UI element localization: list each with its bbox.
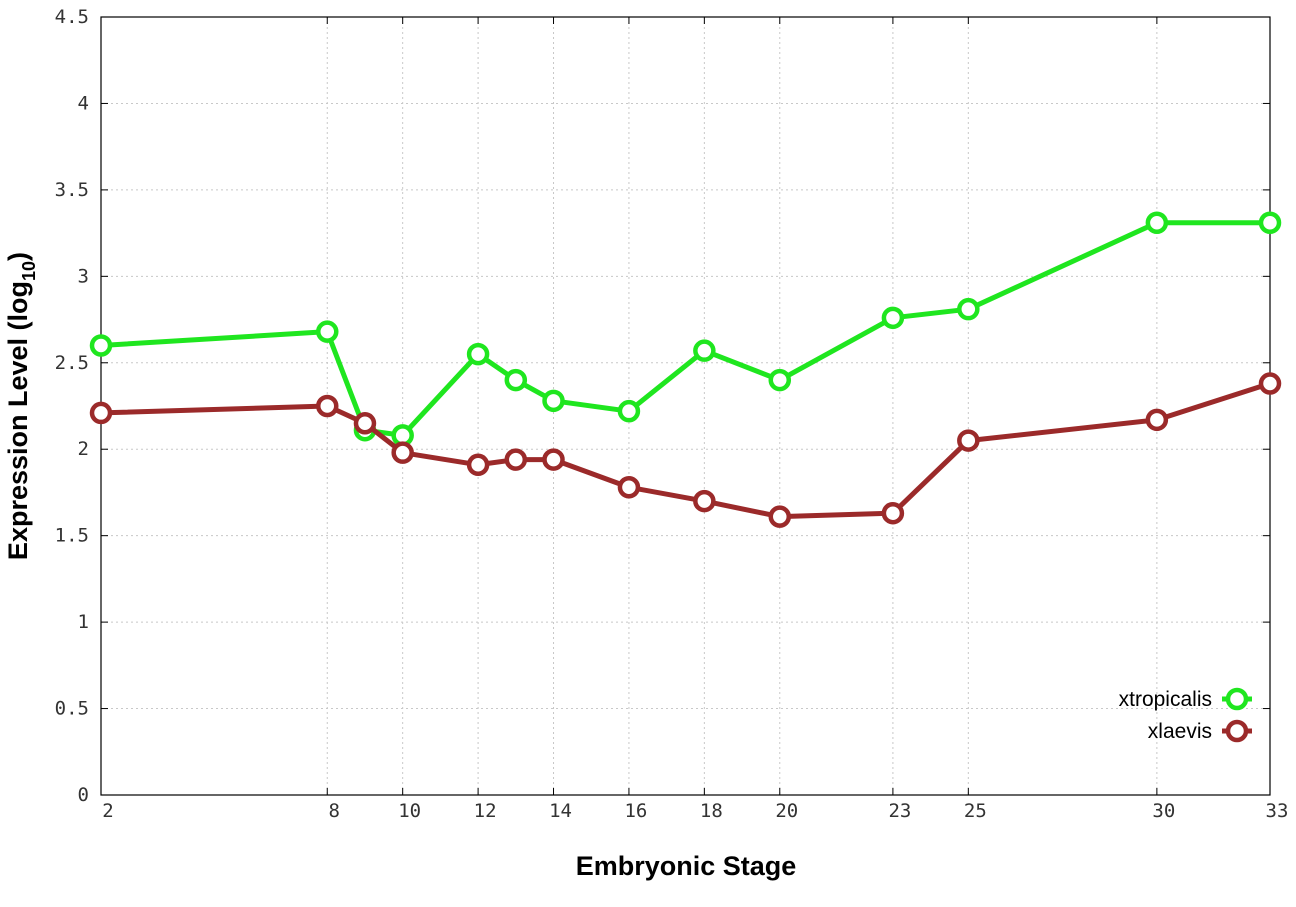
x-tick-label: 23 bbox=[888, 800, 911, 822]
data-point bbox=[881, 501, 905, 525]
y-tick-label: 0 bbox=[78, 784, 89, 806]
data-point bbox=[957, 429, 980, 452]
legend-swatch-marker bbox=[1225, 687, 1249, 711]
x-tick-label: 30 bbox=[1152, 800, 1175, 822]
data-point bbox=[542, 389, 565, 413]
x-axis-title: Embryonic Stage bbox=[576, 851, 797, 881]
axis-ticks: 2 8 10 12 14 16 18 20 23 25 30 33 0 0.5 1 1.5 2 2.5 3 3.5 4 4… bbox=[55, 6, 1289, 822]
x-tick-label: 12 bbox=[474, 800, 497, 822]
series-lines bbox=[89, 211, 1282, 528]
y-tick-label: 2.5 bbox=[55, 352, 89, 374]
data-point bbox=[466, 342, 490, 366]
legend-swatch-marker bbox=[1225, 719, 1249, 743]
x-tick-label: 2 bbox=[102, 800, 113, 822]
y-tick-label: 1.5 bbox=[55, 525, 89, 547]
data-point bbox=[1258, 211, 1282, 234]
data-point bbox=[768, 505, 792, 528]
series-xlaevis bbox=[89, 372, 1282, 528]
data-point bbox=[89, 401, 113, 425]
data-point bbox=[316, 320, 339, 343]
x-tick-label: 8 bbox=[329, 800, 340, 822]
legend-item-xlaevis: xlaevis bbox=[1148, 719, 1252, 743]
y-tick-label: 3 bbox=[78, 265, 89, 287]
y-tick-label: 4 bbox=[78, 92, 89, 114]
data-point bbox=[1145, 211, 1169, 234]
data-point bbox=[1145, 408, 1169, 432]
data-point bbox=[542, 448, 565, 471]
y-tick-label: 3.5 bbox=[55, 179, 89, 201]
x-tick-label: 20 bbox=[775, 800, 798, 822]
y-axis-title-main: Expression Level (log bbox=[3, 281, 33, 560]
data-point bbox=[957, 297, 980, 321]
legend: xtropicalis xlaevis bbox=[1119, 687, 1252, 743]
data-point bbox=[768, 368, 792, 392]
data-point bbox=[617, 399, 641, 423]
y-tick-label: 1 bbox=[78, 611, 89, 633]
data-point bbox=[504, 448, 528, 471]
data-point bbox=[881, 306, 905, 330]
legend-label: xtropicalis bbox=[1119, 688, 1212, 711]
x-tick-label: 18 bbox=[700, 800, 723, 822]
legend-label: xlaevis bbox=[1148, 720, 1212, 743]
data-point bbox=[89, 334, 113, 357]
data-point bbox=[466, 453, 490, 477]
data-point bbox=[504, 368, 528, 392]
legend-item-xtropicalis: xtropicalis bbox=[1119, 687, 1252, 711]
y-tick-label: 2 bbox=[78, 438, 89, 460]
x-tick-label: 10 bbox=[398, 800, 421, 822]
x-tick-label: 25 bbox=[964, 800, 987, 822]
data-point bbox=[353, 412, 377, 435]
y-axis-title-subscript: 10 bbox=[19, 261, 39, 281]
data-point bbox=[391, 441, 414, 464]
y-axis-title-close: ) bbox=[3, 252, 33, 261]
data-point bbox=[693, 489, 716, 513]
y-axis-title: Expression Level (log10) bbox=[3, 252, 39, 560]
y-tick-label: 4.5 bbox=[55, 6, 89, 28]
data-point bbox=[693, 339, 716, 362]
x-tick-label: 16 bbox=[624, 800, 647, 822]
series-line-xtropicalis bbox=[100, 220, 1270, 438]
data-point bbox=[617, 476, 641, 499]
x-tick-label: 14 bbox=[549, 800, 572, 822]
data-point bbox=[1258, 372, 1282, 395]
series-line-xlaevis bbox=[100, 381, 1271, 520]
x-tick-label: 33 bbox=[1266, 800, 1289, 822]
y-tick-label: 0.5 bbox=[55, 698, 89, 720]
data-point bbox=[316, 394, 339, 418]
